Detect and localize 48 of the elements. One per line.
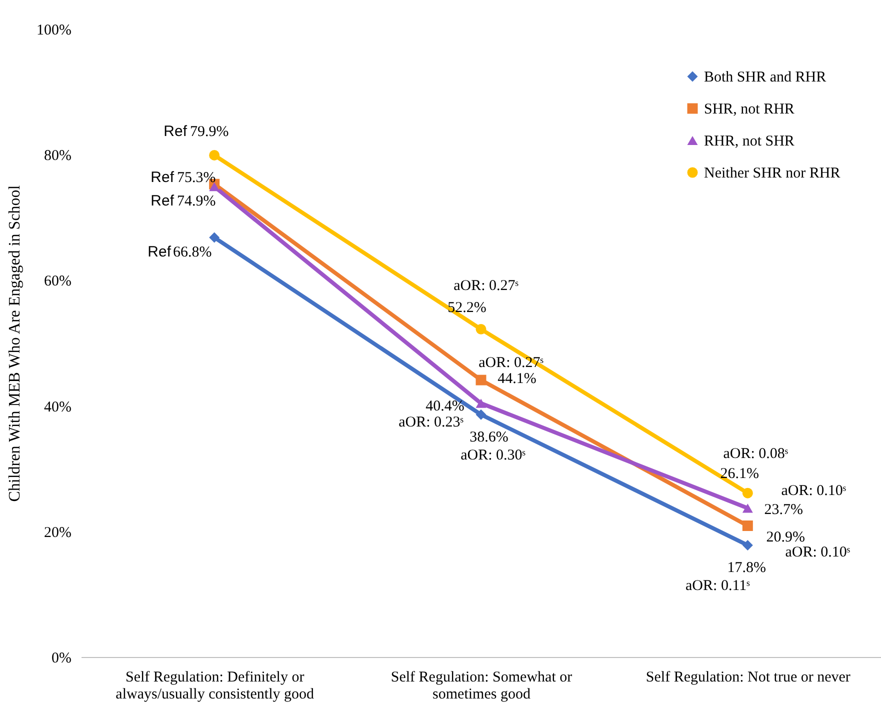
point — [209, 232, 220, 243]
y-tick-label: 40% — [44, 399, 72, 416]
y-tick-label: 100% — [36, 22, 72, 38]
x-tick-label: Self Regulation: Definitely or always/usually consistently good — [116, 670, 314, 702]
legend-label: SHR, not RHR — [704, 102, 794, 118]
data-label: 52.2% — [448, 300, 486, 316]
point — [476, 398, 486, 408]
y-axis-title: Children With MEB Who Are Engaged in School — [6, 184, 24, 502]
data-label: 17.8% — [727, 560, 766, 576]
data-label: 74.9% — [176, 194, 216, 210]
annotation: aOR: 0.10ˢ — [781, 483, 846, 500]
data-label: 38.6% — [470, 430, 508, 446]
data-label: 23.7% — [764, 502, 804, 518]
data-label: 44.1% — [498, 371, 536, 388]
x-tick-label: Self Regulation: Not true or never — [646, 670, 850, 686]
annotation: Ref — [164, 123, 188, 140]
annotation: Ref — [150, 192, 175, 210]
data-label: 66.8% — [172, 244, 212, 260]
data-label: 20.9% — [766, 530, 806, 546]
point — [742, 520, 753, 531]
x-tick-label: Self Regulation: Somewhat or sometimes good — [390, 670, 572, 702]
annotation: aOR: 0.08ˢ — [723, 446, 788, 462]
data-label: 40.4% — [426, 398, 464, 414]
y-tick-label: 0% — [52, 650, 72, 666]
point — [476, 409, 486, 420]
legend-label: Neither SHR nor RHR — [704, 166, 840, 182]
y-tick-label: 20% — [44, 524, 72, 541]
annotation: Ref — [148, 243, 172, 260]
annotation: Ref — [150, 169, 175, 186]
data-label: 79.9% — [190, 124, 229, 140]
legend-label: RHR, not SHR — [704, 134, 794, 150]
data-label: 75.3% — [176, 170, 216, 186]
point — [209, 182, 220, 192]
legend-label: Both SHR and RHR — [704, 70, 826, 86]
point — [209, 150, 220, 160]
point — [476, 374, 486, 386]
annotation: aOR: 0.10ˢ — [785, 544, 850, 561]
annotation: aOR: 0.30ˢ — [460, 448, 526, 464]
annotation: aOR: 0.27ˢ — [454, 278, 518, 294]
point — [742, 540, 753, 550]
point — [742, 488, 753, 498]
y-tick-label: 80% — [44, 148, 72, 164]
annotation: aOR: 0.23ˢ — [398, 414, 464, 430]
y-tick-label: 60% — [44, 274, 72, 290]
point — [476, 324, 486, 334]
annotation: aOR: 0.11ˢ — [686, 578, 750, 594]
point — [742, 504, 753, 513]
data-label: 26.1% — [720, 466, 760, 482]
